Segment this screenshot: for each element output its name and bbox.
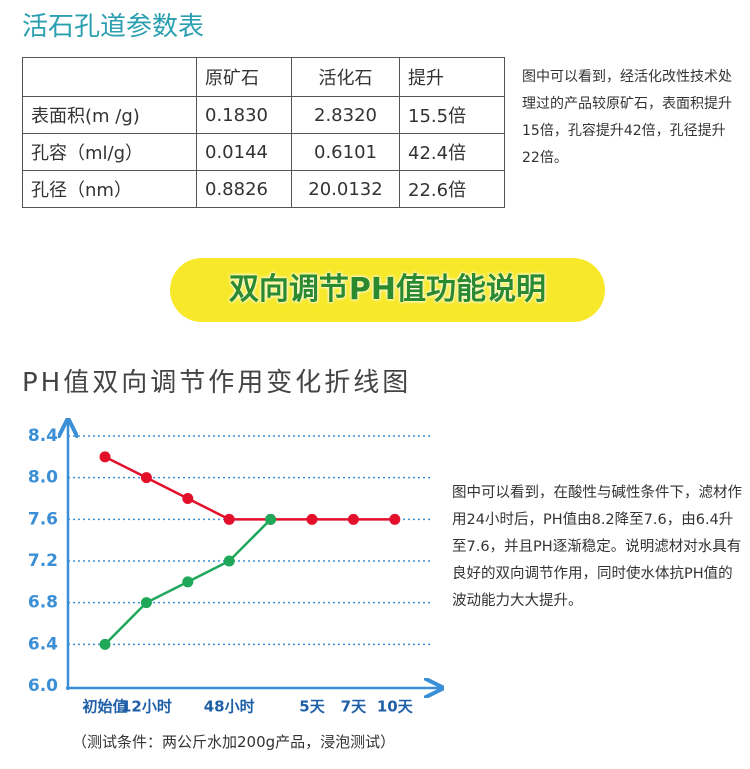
- x-tick-label: 12小时: [121, 698, 172, 716]
- table-note: 图中可以看到，经活化改性技术处理过的产品较原矿石，表面积提升15倍，孔容提升42…: [522, 69, 732, 166]
- table-cell: 22.6倍: [399, 170, 505, 208]
- x-tick-label: 10天: [377, 698, 414, 716]
- table-header: 提升: [399, 57, 505, 97]
- x-tick-label: 5天: [299, 698, 325, 716]
- point: [99, 451, 111, 463]
- point: [389, 513, 401, 525]
- y-tick-label: 8.0: [28, 468, 58, 488]
- table-cell: 0.1830: [196, 96, 292, 134]
- point: [223, 555, 235, 567]
- table-cell: 42.4倍: [399, 133, 505, 171]
- param-table: 原矿石 活化石 提升 表面积(m /g) 0.1830 2.8320 15.5倍 孔容…: [22, 57, 505, 208]
- table-title: 活石孔道参数表: [22, 12, 205, 42]
- chart-title: PH值双向调节作用变化折线图: [22, 368, 412, 398]
- chart-note: 图中可以看到，在酸性与碱性条件下，滤材作用24小时后，PH值由8.2降至7.6，…: [452, 485, 742, 609]
- x-tick-label: 初始值: [82, 698, 127, 716]
- chart-caption: （测试条件：两公斤水加200g产品，浸泡测试）: [72, 733, 396, 751]
- table-cell: 0.8826: [196, 170, 292, 208]
- table-cell: 15.5倍: [399, 96, 505, 134]
- table-cell: 2.8320: [291, 96, 400, 134]
- point: [265, 513, 277, 525]
- table-cell: 孔容（ml/g）: [22, 133, 197, 171]
- table-cell: 孔径（nm）: [22, 170, 197, 208]
- x-tick-label: 48小时: [204, 698, 255, 716]
- banner: 双向调节PH值功能说明: [170, 258, 605, 322]
- y-tick-label: 6.4: [28, 634, 58, 654]
- y-tick-label: 7.2: [28, 551, 58, 571]
- point: [223, 513, 235, 525]
- point: [182, 493, 194, 504]
- y-tick-label: 7.6: [28, 509, 58, 529]
- point: [140, 597, 152, 609]
- point: [140, 472, 152, 484]
- point: [306, 513, 318, 525]
- point: [347, 513, 359, 525]
- y-tick-label: 8.4: [28, 426, 58, 446]
- point: [99, 638, 111, 650]
- table-header: 原矿石: [196, 57, 292, 97]
- x-tick-label: 7天: [341, 698, 367, 716]
- table-header: 活化石: [291, 57, 400, 97]
- series-line: [104, 455, 395, 521]
- point: [182, 576, 194, 588]
- y-tick-label: 6.0: [28, 676, 58, 696]
- table-cell: 0.0144: [196, 133, 292, 171]
- table-cell: 0.6101: [291, 133, 400, 171]
- table-cell: [22, 57, 197, 97]
- table-cell: 表面积(m /g): [22, 96, 197, 134]
- table-cell: 20.0132: [291, 170, 400, 208]
- y-tick-label: 6.8: [28, 593, 58, 613]
